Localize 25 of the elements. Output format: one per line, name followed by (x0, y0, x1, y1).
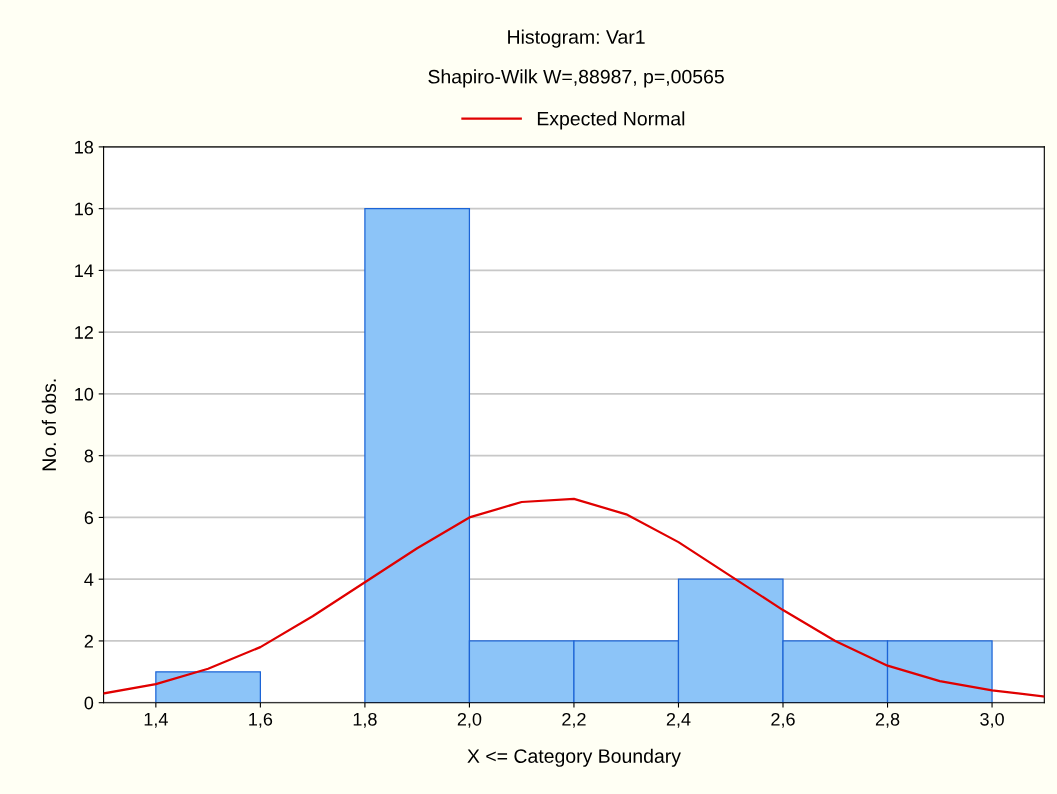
x-tick-label: 1,8 (353, 712, 377, 728)
y-axis-title: No. of obs. (41, 379, 57, 471)
y-tick-label: 18 (75, 140, 94, 154)
x-tick-label: 2,8 (875, 712, 900, 728)
y-tick-label: 2 (84, 634, 93, 648)
legend-label: Expected Normal (537, 111, 685, 130)
x-tick-label: 3,0 (980, 712, 1004, 728)
y-tick-label: 0 (84, 696, 94, 710)
y-tick-label: 10 (75, 387, 94, 401)
x-tick-label: 2,0 (457, 712, 482, 728)
line-series (103, 497, 1045, 698)
chart-subtitle: Shapiro-Wilk W=,88987, p=,00565 (428, 69, 724, 88)
y-tick-label: 16 (75, 202, 94, 216)
y-tick-label: 6 (84, 511, 94, 525)
y-tick-label: 12 (75, 326, 93, 339)
x-tick-label: 1,4 (144, 713, 168, 728)
x-axis-title: X <= Category Boundary (467, 748, 681, 767)
x-tick-label: 2,2 (562, 712, 586, 728)
chart-title: Histogram: Var1 (508, 29, 645, 48)
x-tick-label: 2,4 (666, 712, 691, 728)
y-tick-label: 8 (84, 449, 94, 463)
x-tick-label: 2,6 (771, 712, 795, 728)
x-tick-label: 1,6 (249, 712, 273, 728)
y-tick-label: 14 (75, 264, 94, 277)
y-tick-label: 4 (84, 573, 94, 586)
